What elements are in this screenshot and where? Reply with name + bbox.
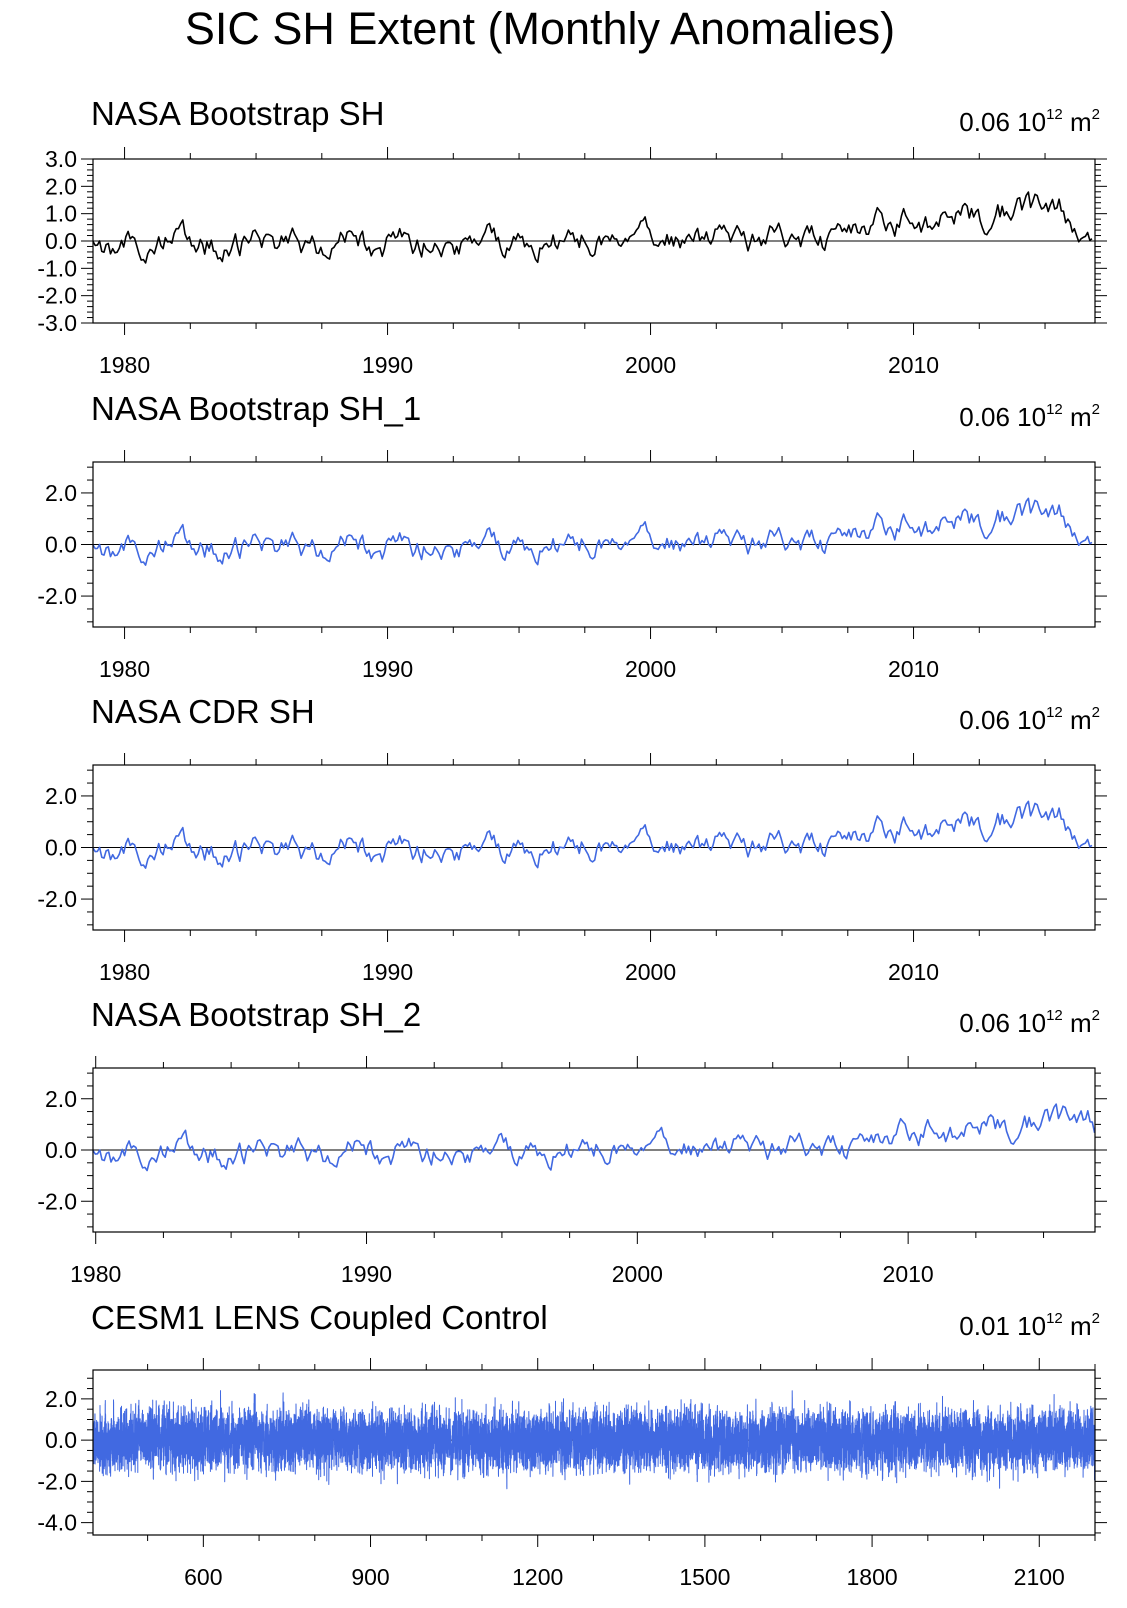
y-tick-label: 2.0: [45, 783, 77, 809]
x-tick-label: 2000: [625, 656, 676, 682]
y-tick-label: -3.0: [37, 310, 77, 336]
x-tick-label: 2100: [1014, 1564, 1065, 1590]
y-tick-label: -1.0: [37, 255, 77, 281]
series-line: [92, 800, 1093, 869]
x-tick-label: 1990: [341, 1261, 392, 1287]
x-tick-label: 2000: [625, 352, 676, 378]
panel-title: NASA Bootstrap SH: [91, 95, 384, 132]
y-tick-label: 0.0: [45, 532, 77, 558]
y-tick-label: 2.0: [45, 480, 77, 506]
x-tick-label: 2010: [888, 352, 939, 378]
y-tick-label: 0.0: [45, 1137, 77, 1163]
x-tick-label: 1980: [70, 1261, 121, 1287]
units-annotation: 0.06 1012 m2: [959, 401, 1100, 432]
y-tick-label: 3.0: [45, 146, 77, 172]
y-tick-label: 1.0: [45, 201, 77, 227]
x-tick-label: 1980: [99, 656, 150, 682]
plot-area: 2.0 0.0 -2.0 1980 1990 2000 2010: [37, 450, 1107, 682]
y-tick-label: -2.0: [37, 1468, 77, 1494]
panel-nasa-bootstrap-sh-1: NASA Bootstrap SH_1 0.06 1012 m2 2.0 0.0 -…: [37, 390, 1107, 682]
plot-area: 2.0 0.0 -2.0 -4.0 600 900 1200 1500 1800 2100: [37, 1358, 1107, 1590]
x-tick-label: 1200: [512, 1564, 563, 1590]
panel-nasa-cdr-sh: NASA CDR SH 0.06 1012 m2 2.0 0.0 -2.0 1980 1…: [37, 693, 1107, 985]
units-annotation: 0.06 1012 m2: [959, 1007, 1100, 1038]
figure-title: SIC SH Extent (Monthly Anomalies): [185, 3, 895, 54]
plot-area: 3.02.01.00.0-1.0-2.0-3.0 1980 1990 2000 2010: [37, 146, 1107, 378]
x-tick-label: 900: [351, 1564, 389, 1590]
y-tick-label: 2.0: [45, 1386, 77, 1412]
series-line: [92, 191, 1093, 264]
series-line: [92, 1390, 1096, 1490]
plot-frame: [92, 1369, 1096, 1536]
x-tick-label: 1980: [99, 352, 150, 378]
plot-area: 2.0 0.0 -2.0 1980 1990 2000 2010: [37, 753, 1107, 985]
y-tick-label: -2.0: [37, 1188, 77, 1214]
y-tick-label: 0.0: [45, 1427, 77, 1453]
x-tick-label: 2000: [612, 1261, 663, 1287]
panel-cesm1-lens-control: CESM1 LENS Coupled Control 0.01 1012 m2 …: [37, 1299, 1107, 1590]
y-tick-label: -2.0: [37, 583, 77, 609]
y-tick-label: 0.0: [45, 228, 77, 254]
y-tick-label: -4.0: [37, 1510, 77, 1536]
panel-title: NASA Bootstrap SH_1: [91, 390, 421, 427]
panel-nasa-bootstrap-sh-2: NASA Bootstrap SH_2 0.06 1012 m2 2.0 0.0 -…: [37, 996, 1107, 1287]
y-tick-label: 2.0: [45, 1086, 77, 1112]
y-tick-label: 2.0: [45, 173, 77, 199]
units-annotation: 0.06 1012 m2: [959, 106, 1100, 137]
x-tick-label: 1990: [362, 352, 413, 378]
x-tick-label: 1990: [362, 656, 413, 682]
x-tick-label: 2010: [888, 959, 939, 985]
y-tick-label: 0.0: [45, 835, 77, 861]
x-tick-label: 1990: [362, 959, 413, 985]
units-annotation: 0.01 1012 m2: [959, 1310, 1100, 1341]
x-tick-label: 1500: [679, 1564, 730, 1590]
y-tick-label: -2.0: [37, 283, 77, 309]
panel-title: NASA CDR SH: [91, 693, 315, 730]
x-tick-label: 2010: [888, 656, 939, 682]
panel-title: NASA Bootstrap SH_2: [91, 996, 421, 1033]
plot-area: 2.0 0.0 -2.0 1980 1990 2000 2010: [37, 1056, 1107, 1287]
units-annotation: 0.06 1012 m2: [959, 704, 1100, 735]
x-tick-label: 600: [184, 1564, 222, 1590]
x-tick-label: 1980: [99, 959, 150, 985]
x-tick-label: 2010: [883, 1261, 934, 1287]
y-tick-label: -2.0: [37, 886, 77, 912]
panel-nasa-bootstrap-sh: NASA Bootstrap SH 0.06 1012 m2 3.02.01.0…: [37, 95, 1107, 378]
x-tick-label: 1800: [846, 1564, 897, 1590]
series-line: [92, 1103, 1096, 1172]
panel-title: CESM1 LENS Coupled Control: [91, 1299, 548, 1336]
series-line: [92, 497, 1093, 566]
x-tick-label: 2000: [625, 959, 676, 985]
